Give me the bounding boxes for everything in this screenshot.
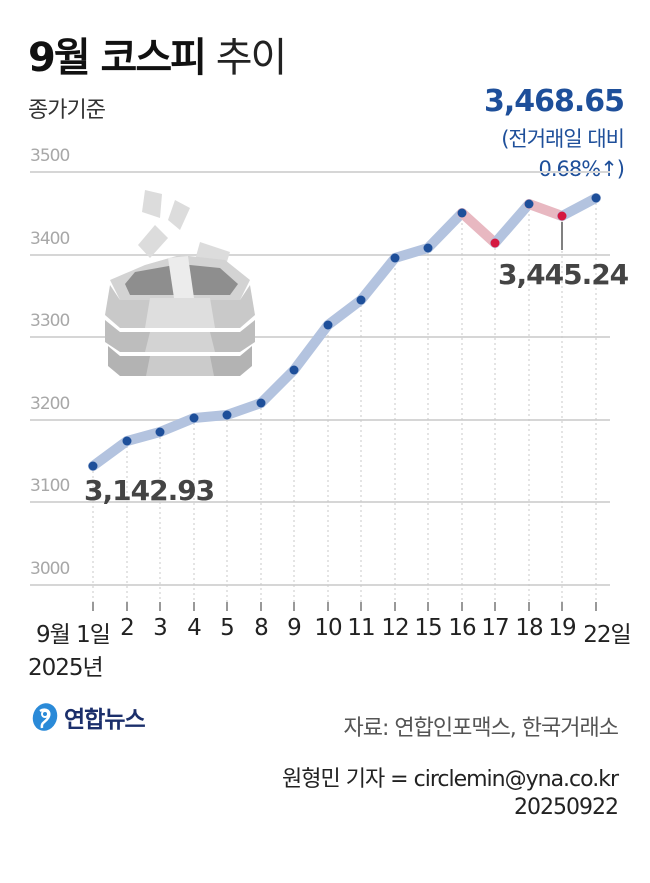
kospi-line	[88, 193, 601, 471]
x-label-9: 9	[287, 615, 302, 641]
x-ticks	[92, 602, 597, 611]
x-label-2: 2	[120, 615, 135, 641]
chart-title: 9월 코스피 추이	[28, 30, 288, 86]
title-bold: 9월 코스피	[28, 35, 207, 81]
x-label-1: 9월 1일	[36, 622, 111, 648]
yonhap-logo: 연합뉴스	[30, 700, 146, 734]
source-text: 자료: 연합인포맥스, 한국거래소	[343, 716, 619, 741]
x-label-16: 16	[448, 615, 476, 641]
credit-block: 원형민 기자 = circlemin@yna.co.kr 20250922	[282, 766, 619, 822]
kospi-pot-illustration	[105, 190, 255, 376]
gridlines	[30, 171, 610, 586]
x-label-15: 15	[414, 615, 442, 641]
y-tick-3000: 3000	[30, 559, 70, 579]
y-tick-3100: 3100	[30, 476, 70, 496]
x-label-8: 8	[254, 615, 269, 641]
dip-value-label: 3,445.24	[498, 258, 629, 291]
x-label-5: 5	[220, 615, 235, 641]
y-tick-3300: 3300	[30, 311, 70, 331]
x-label-17: 17	[481, 615, 509, 641]
x-label-4: 4	[187, 615, 202, 641]
title-light: 추이	[215, 35, 288, 81]
vertical-guides	[92, 198, 597, 610]
chart-subtitle: 종가기준	[28, 98, 106, 123]
publish-date: 20250922	[514, 795, 619, 820]
latest-change-note: (전거래일 대비 0.68%↑)	[501, 124, 625, 184]
reporter-credit: 원형민 기자 = circlemin@yna.co.kr	[282, 767, 619, 792]
y-tick-3200: 3200	[30, 394, 70, 414]
y-tick-3400: 3400	[30, 229, 70, 249]
x-label-12: 12	[381, 615, 409, 641]
x-label-3: 3	[153, 615, 168, 641]
data-points	[88, 193, 601, 471]
x-label-10: 10	[314, 615, 342, 641]
latest-value: 3,468.65	[483, 84, 625, 119]
yonhap-globe-icon	[32, 703, 58, 731]
x-label-11: 11	[347, 615, 375, 641]
y-tick-3500: 3500	[30, 146, 70, 166]
latest-note-line1: (전거래일 대비	[501, 127, 625, 151]
x-axis-year: 2025년	[28, 655, 104, 681]
logo-text: 연합뉴스	[64, 707, 146, 733]
latest-note-line2: 0.68%↑)	[538, 157, 625, 181]
x-label-19: 19	[548, 615, 576, 641]
x-label-22: 22일	[583, 622, 631, 648]
x-label-18: 18	[515, 615, 543, 641]
start-value-label: 3,142.93	[84, 474, 215, 507]
